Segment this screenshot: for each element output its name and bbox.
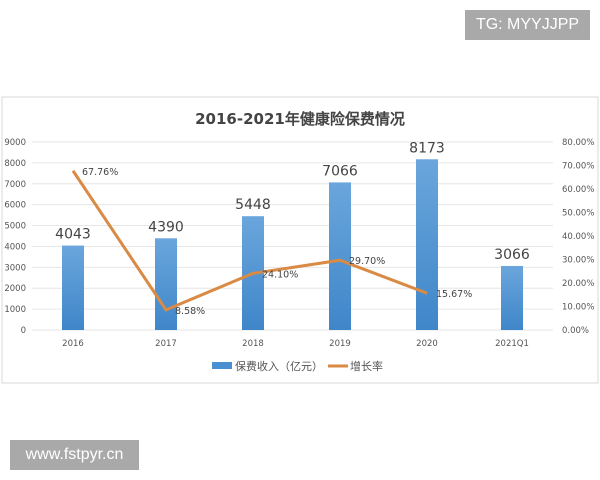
watermark-bottom-left: www.fstpyr.cn (10, 440, 139, 470)
y-left-tick-label: 7000 (4, 180, 26, 190)
bar-value-label: 5448 (235, 197, 271, 213)
growth-value-label: 29.70% (349, 256, 385, 267)
bar-value-label: 4043 (55, 227, 91, 243)
y-right-tick-label: 70.00% (562, 162, 594, 172)
y-right-tick-label: 30.00% (562, 256, 594, 266)
y-right-tick-label: 0.00% (562, 326, 589, 336)
y-left-tick-label: 1000 (4, 305, 26, 315)
y-left-tick-label: 2000 (4, 284, 26, 294)
bar (62, 245, 84, 330)
y-right-tick-label: 50.00% (562, 209, 594, 219)
growth-value-label: 67.76% (82, 167, 118, 178)
y-left-tick-label: 6000 (4, 201, 26, 211)
bar (155, 238, 177, 330)
watermark-top-right: TG: MYYJJPP (465, 10, 590, 40)
legend-line-label: 增长率 (350, 359, 383, 373)
legend-bar-swatch (212, 362, 232, 369)
bar-value-label: 8173 (409, 140, 445, 156)
x-tick-label: 2021Q1 (495, 339, 529, 349)
y-right-tick-label: 60.00% (562, 185, 594, 195)
growth-value-label: 24.10% (262, 269, 298, 280)
chart-panel (1, 96, 599, 384)
x-tick-label: 2020 (416, 339, 438, 349)
y-left-tick-label: 0 (21, 326, 26, 336)
x-tick-label: 2017 (155, 339, 177, 349)
y-left-tick-label: 3000 (4, 263, 26, 273)
y-right-tick-label: 40.00% (562, 232, 594, 242)
x-tick-label: 2018 (242, 339, 264, 349)
y-right-tick-label: 20.00% (562, 279, 594, 289)
bar-value-label: 7066 (322, 163, 358, 179)
y-left-tick-label: 9000 (4, 138, 26, 148)
y-left-tick-label: 8000 (4, 159, 26, 169)
legend: 保费收入（亿元） 增长率 (212, 359, 383, 373)
x-tick-label: 2019 (329, 339, 351, 349)
y-right-tick-label: 10.00% (562, 303, 594, 313)
legend-bar-label: 保费收入（亿元） (235, 359, 323, 373)
growth-value-label: 15.67% (436, 289, 472, 300)
y-left-tick-label: 4000 (4, 242, 26, 252)
bar (501, 265, 523, 330)
bar (329, 182, 351, 330)
y-left-tick-label: 5000 (4, 222, 26, 232)
chart-title: 2016-2021年健康险保费情况 (195, 110, 405, 128)
bar-value-label: 3066 (494, 247, 530, 263)
y-right-tick-label: 80.00% (562, 138, 594, 148)
growth-value-label: 8.58% (175, 306, 205, 317)
x-tick-label: 2016 (62, 339, 84, 349)
bar-value-label: 4390 (148, 219, 184, 235)
bar (416, 159, 438, 330)
